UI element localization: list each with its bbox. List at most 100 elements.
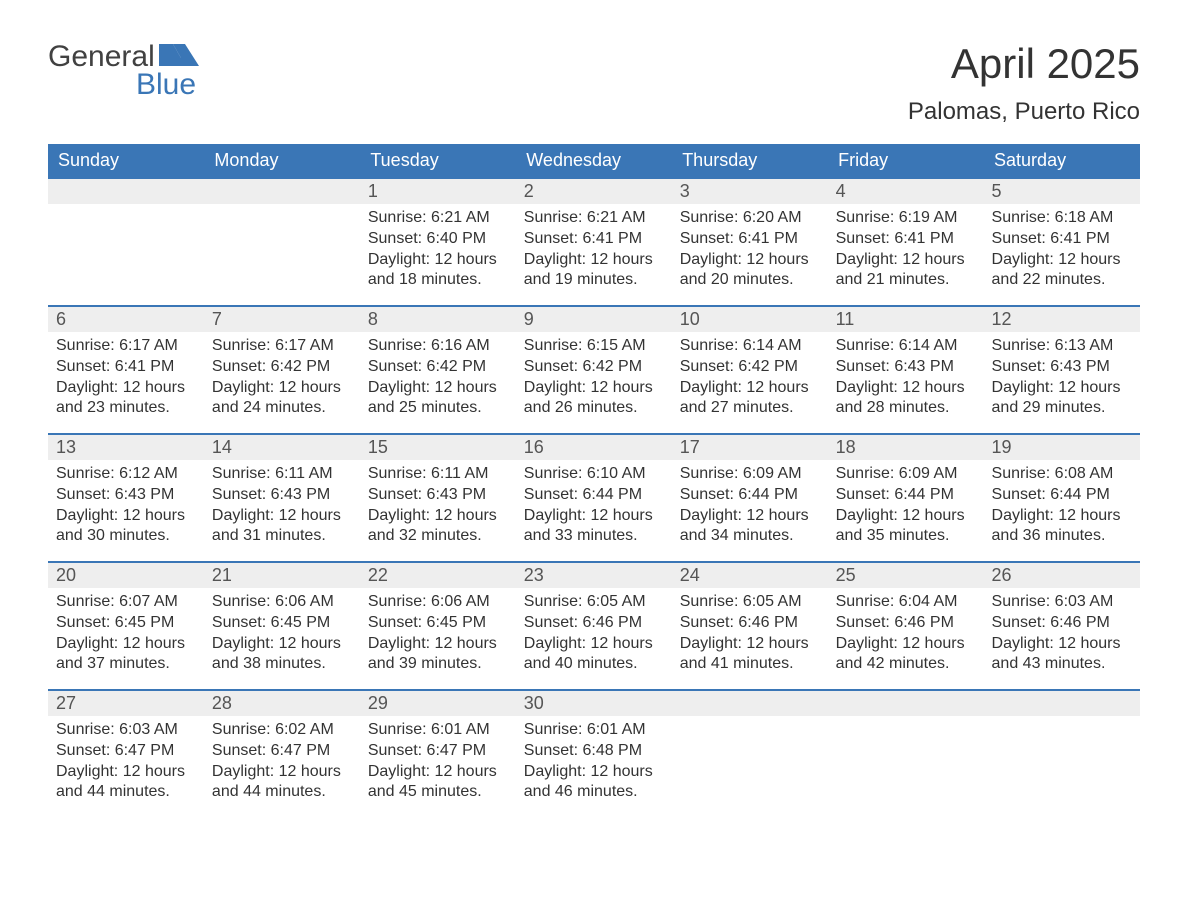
day-details: Sunrise: 6:06 AMSunset: 6:45 PMDaylight:… — [360, 588, 516, 683]
day-daylight1: Daylight: 12 hours — [524, 634, 664, 655]
day-sunrise: Sunrise: 6:14 AM — [680, 336, 820, 357]
day-sunset: Sunset: 6:41 PM — [992, 229, 1132, 250]
calendar-body: 1Sunrise: 6:21 AMSunset: 6:40 PMDaylight… — [48, 177, 1140, 817]
day-daylight2: and 18 minutes. — [368, 270, 508, 291]
day-sunset: Sunset: 6:46 PM — [524, 613, 664, 634]
calendar-day-cell: 14Sunrise: 6:11 AMSunset: 6:43 PMDayligh… — [204, 433, 360, 561]
day-sunset: Sunset: 6:44 PM — [836, 485, 976, 506]
day-sunrise: Sunrise: 6:04 AM — [836, 592, 976, 613]
day-number: 22 — [360, 561, 516, 588]
day-sunset: Sunset: 6:41 PM — [680, 229, 820, 250]
calendar-day-cell: 2Sunrise: 6:21 AMSunset: 6:41 PMDaylight… — [516, 177, 672, 305]
day-daylight1: Daylight: 12 hours — [368, 378, 508, 399]
weekday-header: Monday — [204, 144, 360, 177]
day-number: 14 — [204, 433, 360, 460]
day-daylight1: Daylight: 12 hours — [992, 506, 1132, 527]
day-number: 28 — [204, 689, 360, 716]
weekday-header: Tuesday — [360, 144, 516, 177]
day-daylight1: Daylight: 12 hours — [680, 378, 820, 399]
title-block: April 2025 Palomas, Puerto Rico — [908, 40, 1140, 126]
day-sunrise: Sunrise: 6:05 AM — [524, 592, 664, 613]
day-daylight1: Daylight: 12 hours — [56, 762, 196, 783]
day-number — [672, 689, 828, 716]
day-details: Sunrise: 6:16 AMSunset: 6:42 PMDaylight:… — [360, 332, 516, 427]
day-number: 30 — [516, 689, 672, 716]
calendar-day-cell — [204, 177, 360, 305]
calendar-day-cell: 30Sunrise: 6:01 AMSunset: 6:48 PMDayligh… — [516, 689, 672, 817]
day-number: 23 — [516, 561, 672, 588]
day-sunset: Sunset: 6:43 PM — [368, 485, 508, 506]
day-daylight1: Daylight: 12 hours — [56, 378, 196, 399]
calendar-day-cell: 19Sunrise: 6:08 AMSunset: 6:44 PMDayligh… — [984, 433, 1140, 561]
calendar-day-cell: 6Sunrise: 6:17 AMSunset: 6:41 PMDaylight… — [48, 305, 204, 433]
day-number: 26 — [984, 561, 1140, 588]
calendar-day-cell: 3Sunrise: 6:20 AMSunset: 6:41 PMDaylight… — [672, 177, 828, 305]
day-details: Sunrise: 6:15 AMSunset: 6:42 PMDaylight:… — [516, 332, 672, 427]
calendar-week-row: 1Sunrise: 6:21 AMSunset: 6:40 PMDaylight… — [48, 177, 1140, 305]
day-daylight2: and 30 minutes. — [56, 526, 196, 547]
day-number: 13 — [48, 433, 204, 460]
calendar-day-cell: 29Sunrise: 6:01 AMSunset: 6:47 PMDayligh… — [360, 689, 516, 817]
day-daylight2: and 21 minutes. — [836, 270, 976, 291]
day-sunset: Sunset: 6:44 PM — [992, 485, 1132, 506]
page-header: General Blue April 2025 Palomas, Puerto … — [48, 40, 1140, 126]
day-daylight1: Daylight: 12 hours — [212, 762, 352, 783]
day-details: Sunrise: 6:18 AMSunset: 6:41 PMDaylight:… — [984, 204, 1140, 299]
calendar-day-cell: 17Sunrise: 6:09 AMSunset: 6:44 PMDayligh… — [672, 433, 828, 561]
calendar-day-cell: 12Sunrise: 6:13 AMSunset: 6:43 PMDayligh… — [984, 305, 1140, 433]
weekday-header: Wednesday — [516, 144, 672, 177]
day-number: 9 — [516, 305, 672, 332]
calendar-day-cell: 9Sunrise: 6:15 AMSunset: 6:42 PMDaylight… — [516, 305, 672, 433]
day-number: 21 — [204, 561, 360, 588]
calendar-week-row: 6Sunrise: 6:17 AMSunset: 6:41 PMDaylight… — [48, 305, 1140, 433]
day-sunset: Sunset: 6:47 PM — [368, 741, 508, 762]
calendar-table: Sunday Monday Tuesday Wednesday Thursday… — [48, 144, 1140, 817]
day-details: Sunrise: 6:10 AMSunset: 6:44 PMDaylight:… — [516, 460, 672, 555]
calendar-day-cell: 16Sunrise: 6:10 AMSunset: 6:44 PMDayligh… — [516, 433, 672, 561]
day-sunset: Sunset: 6:45 PM — [56, 613, 196, 634]
day-sunrise: Sunrise: 6:07 AM — [56, 592, 196, 613]
calendar-day-cell: 26Sunrise: 6:03 AMSunset: 6:46 PMDayligh… — [984, 561, 1140, 689]
day-sunrise: Sunrise: 6:06 AM — [212, 592, 352, 613]
day-number: 2 — [516, 177, 672, 204]
day-daylight2: and 33 minutes. — [524, 526, 664, 547]
day-number: 7 — [204, 305, 360, 332]
day-number: 18 — [828, 433, 984, 460]
day-number: 24 — [672, 561, 828, 588]
day-daylight2: and 23 minutes. — [56, 398, 196, 419]
day-sunset: Sunset: 6:48 PM — [524, 741, 664, 762]
day-daylight2: and 32 minutes. — [368, 526, 508, 547]
day-sunset: Sunset: 6:44 PM — [524, 485, 664, 506]
day-sunset: Sunset: 6:46 PM — [992, 613, 1132, 634]
day-sunrise: Sunrise: 6:16 AM — [368, 336, 508, 357]
day-sunrise: Sunrise: 6:09 AM — [836, 464, 976, 485]
day-details: Sunrise: 6:03 AMSunset: 6:46 PMDaylight:… — [984, 588, 1140, 683]
day-sunrise: Sunrise: 6:15 AM — [524, 336, 664, 357]
day-number — [828, 689, 984, 716]
day-sunset: Sunset: 6:43 PM — [992, 357, 1132, 378]
day-details: Sunrise: 6:08 AMSunset: 6:44 PMDaylight:… — [984, 460, 1140, 555]
day-number: 25 — [828, 561, 984, 588]
day-sunrise: Sunrise: 6:19 AM — [836, 208, 976, 229]
day-daylight2: and 20 minutes. — [680, 270, 820, 291]
day-number — [204, 177, 360, 204]
day-number: 11 — [828, 305, 984, 332]
calendar-day-cell: 27Sunrise: 6:03 AMSunset: 6:47 PMDayligh… — [48, 689, 204, 817]
day-daylight1: Daylight: 12 hours — [836, 250, 976, 271]
day-details: Sunrise: 6:21 AMSunset: 6:41 PMDaylight:… — [516, 204, 672, 299]
day-daylight1: Daylight: 12 hours — [680, 506, 820, 527]
day-daylight1: Daylight: 12 hours — [836, 634, 976, 655]
day-details: Sunrise: 6:20 AMSunset: 6:41 PMDaylight:… — [672, 204, 828, 299]
day-number: 15 — [360, 433, 516, 460]
day-sunset: Sunset: 6:40 PM — [368, 229, 508, 250]
day-daylight2: and 45 minutes. — [368, 782, 508, 803]
day-details: Sunrise: 6:11 AMSunset: 6:43 PMDaylight:… — [204, 460, 360, 555]
day-sunrise: Sunrise: 6:05 AM — [680, 592, 820, 613]
day-daylight2: and 24 minutes. — [212, 398, 352, 419]
day-details: Sunrise: 6:01 AMSunset: 6:48 PMDaylight:… — [516, 716, 672, 811]
day-details: Sunrise: 6:02 AMSunset: 6:47 PMDaylight:… — [204, 716, 360, 811]
day-number: 12 — [984, 305, 1140, 332]
calendar-day-cell: 1Sunrise: 6:21 AMSunset: 6:40 PMDaylight… — [360, 177, 516, 305]
day-daylight2: and 40 minutes. — [524, 654, 664, 675]
day-sunrise: Sunrise: 6:17 AM — [212, 336, 352, 357]
